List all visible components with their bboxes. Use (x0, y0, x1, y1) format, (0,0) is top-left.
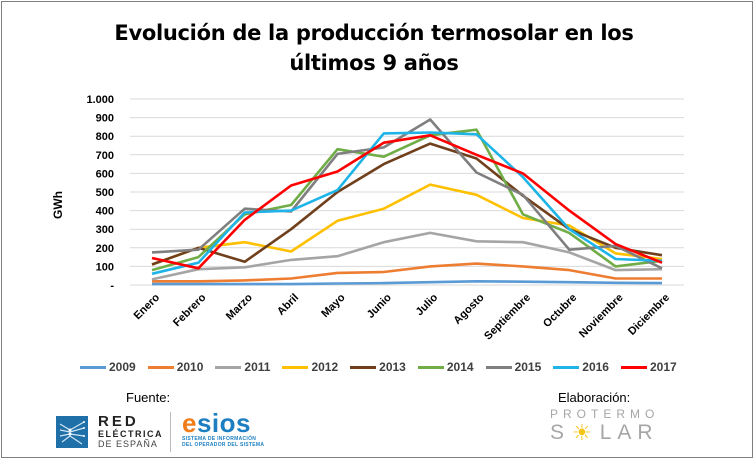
protermosolar-logo: PROTERMO S ☀ LAR (550, 407, 659, 445)
legend-label: 2017 (649, 360, 677, 374)
legend-swatch (350, 365, 377, 369)
legend-label: 2011 (244, 360, 271, 374)
x-tick-label: Octubre (541, 292, 579, 330)
y-tick-label: 700 (96, 150, 114, 162)
protermo-line-1: PROTERMO (550, 407, 660, 421)
legend-swatch (620, 365, 647, 369)
legend-item-2012: 2012 (282, 360, 338, 374)
legend-swatch (147, 365, 174, 369)
ree-line-3: DE ESPAÑA (98, 439, 158, 449)
red-electrica-icon (56, 415, 88, 448)
y-tick-label: 300 (96, 224, 114, 236)
y-tick-label: 900 (96, 113, 114, 125)
legend-swatch (80, 365, 106, 369)
legend-swatch (485, 365, 512, 369)
x-tick-label: Agosto (451, 291, 486, 326)
protermo-lar: LAR (599, 421, 659, 444)
x-tick-label: Enero (132, 291, 163, 322)
legend-swatch (417, 365, 444, 369)
legend-item-2017: 2017 (620, 360, 677, 374)
ree-line-2: ELÉCTRICA (98, 429, 163, 439)
y-tick-label: 200 (96, 243, 114, 255)
series-line-2013 (151, 142, 663, 266)
legend-label: 2012 (311, 360, 339, 374)
legend-label: 2014 (446, 360, 474, 374)
y-tick-label: 600 (96, 168, 114, 180)
legend-label: 2016 (582, 360, 609, 374)
x-tick-label: Diciembre (626, 292, 672, 338)
legend-label: 2010 (176, 360, 204, 374)
series-line-2012 (151, 183, 663, 266)
esios-logo: esios SISTEMA DE INFORMACIÓN DEL OPERADO… (182, 410, 264, 448)
legend-item-2013: 2013 (350, 360, 406, 374)
legend-swatch (553, 365, 580, 369)
legend: 2009 2010 2011 2012 2013 2014 2015 2016 2017 (80, 360, 677, 374)
legend-swatch (215, 365, 242, 369)
line-chart: - 100 200 300 400 500 600 700 800 900 1.000 Enero F… (86, 94, 684, 342)
source-label: Fuente: (126, 390, 171, 405)
x-tick-label: Mayo (319, 291, 348, 320)
series-line-2017 (151, 134, 663, 270)
x-tick-label: Septiembre (482, 292, 533, 343)
y-tick-labels: - 100 200 300 400 500 600 700 800 900 1.000 (86, 94, 114, 292)
y-tick-label: 100 (96, 261, 114, 273)
legend-item-2009: 2009 (80, 360, 136, 374)
sun-icon: ☀ (572, 420, 598, 445)
series-line-2010 (152, 262, 662, 283)
esios-rest: sios (196, 408, 251, 438)
series-lines (151, 118, 663, 286)
y-tick-label: 1.000 (86, 94, 114, 106)
y-tick-label: 500 (96, 187, 114, 199)
x-tick-label: Febrero (171, 291, 209, 329)
chart-title: Evolución de la producción termosolar en… (2, 18, 746, 78)
y-tick-label: - (110, 280, 114, 292)
title-line-2: últimos 9 años (289, 51, 459, 75)
x-tick-label: Junio (365, 291, 394, 320)
legend-swatch (282, 365, 309, 369)
x-tick-label: Noviembre (577, 292, 626, 341)
x-tick-label: Julio (414, 291, 441, 318)
y-tick-label: 800 (96, 131, 114, 143)
esios-e: e (182, 408, 197, 438)
logo-separator (170, 412, 171, 452)
legend-label: 2013 (379, 360, 406, 374)
red-electrica-logo: RED ELÉCTRICA DE ESPAÑA (56, 414, 163, 449)
x-tick-labels: Enero Febrero Marzo Abril Mayo Junio Julio Agos… (132, 291, 673, 342)
legend-label: 2009 (109, 360, 136, 374)
series-line-2009 (152, 279, 663, 286)
legend-item-2016: 2016 (553, 360, 609, 374)
legend-item-2010: 2010 (147, 360, 204, 374)
title-line-1: Evolución de la producción termosolar en… (114, 21, 634, 45)
y-tick-label: 400 (96, 206, 114, 218)
elaboration-label: Elaboración: (558, 390, 631, 405)
x-tick-label: Marzo (224, 291, 255, 322)
protermo-s: S (550, 421, 571, 444)
series-line-2011 (151, 231, 663, 281)
legend-item-2015: 2015 (485, 360, 542, 374)
ree-line-1: RED (98, 413, 139, 430)
series-line-2016 (151, 131, 663, 276)
legend-item-2011: 2011 (215, 360, 270, 374)
legend-item-2014: 2014 (417, 360, 474, 374)
legend-label: 2015 (514, 360, 542, 374)
esios-sub-1: SISTEMA DE INFORMACIÓN (182, 436, 257, 442)
x-tick-label: Abril (275, 292, 301, 318)
esios-sub-2: DEL OPERADOR DEL SISTEMA (182, 442, 265, 448)
